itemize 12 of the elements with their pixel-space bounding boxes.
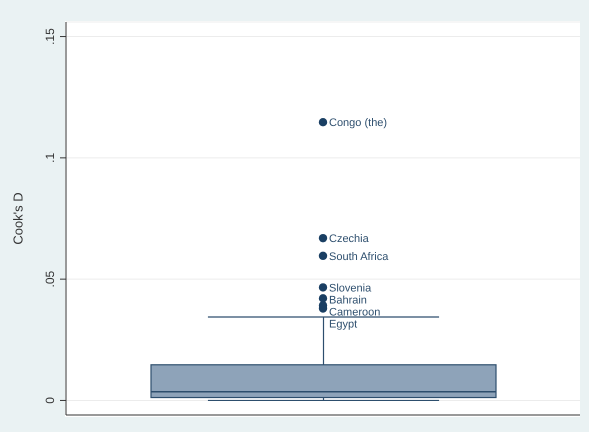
annotation: Czechia [329,233,370,246]
y-tick-label: .1 [43,152,57,163]
annotation: South Africa [329,250,390,263]
annotation: Bahrain [329,294,367,306]
annotation: Slovenia [329,282,372,294]
annotation: Congo (the) [329,117,388,130]
y-tick-label: .05 [43,270,57,288]
y-tick-label: 0 [43,396,57,404]
y-axis-title: Cook's D [10,192,26,245]
annotation: Egypt [329,318,358,330]
annotation: Cameroon [329,306,380,318]
y-tick-label: .15 [43,28,57,45]
